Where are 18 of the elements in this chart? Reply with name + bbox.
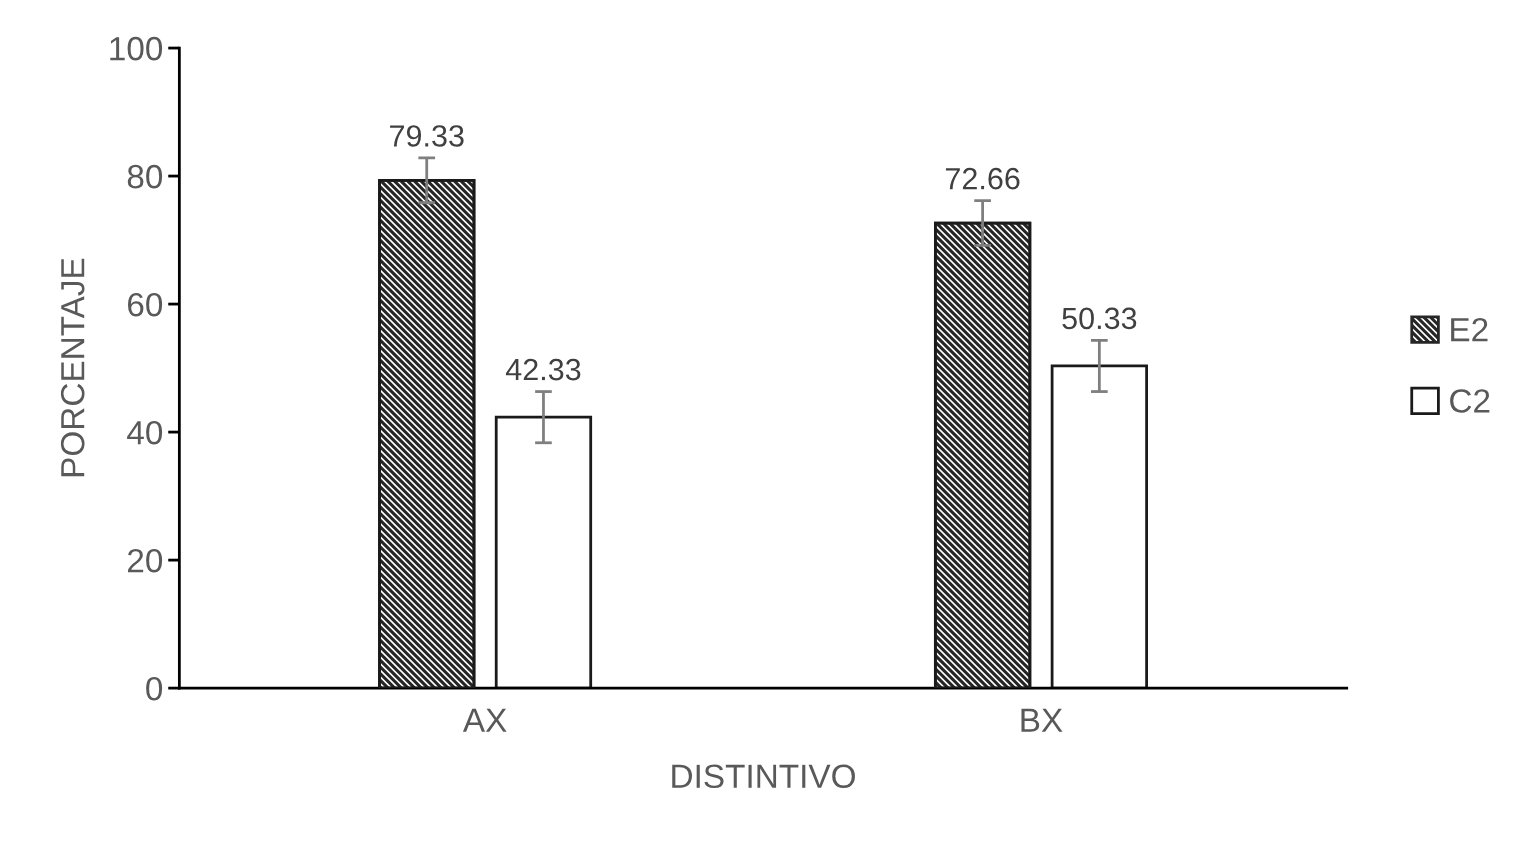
y-tick-label: 100	[110, 36, 163, 61]
bar	[494, 415, 593, 689]
y-tick-label: 20	[127, 548, 163, 573]
data-label: 42.33	[505, 358, 581, 381]
x-tick-label: BX	[1021, 708, 1063, 732]
y-tick-label: 80	[127, 164, 163, 189]
data-label: 72.66	[945, 167, 1020, 190]
y-tick-label: 40	[127, 420, 163, 445]
bar	[1050, 364, 1148, 689]
data-label: 50.33	[1062, 307, 1137, 330]
y-tick-label: 60	[128, 292, 163, 317]
data-label: 79.33	[390, 125, 464, 147]
y-axis-title: PORCENTAJE	[60, 258, 85, 477]
legend-label: C2	[1450, 389, 1490, 413]
x-tick-label: AX	[462, 708, 507, 732]
x-axis-title: DISTINTIVO	[672, 764, 855, 789]
y-tick-label: 0	[146, 676, 163, 701]
legend-label: E2	[1451, 317, 1488, 342]
